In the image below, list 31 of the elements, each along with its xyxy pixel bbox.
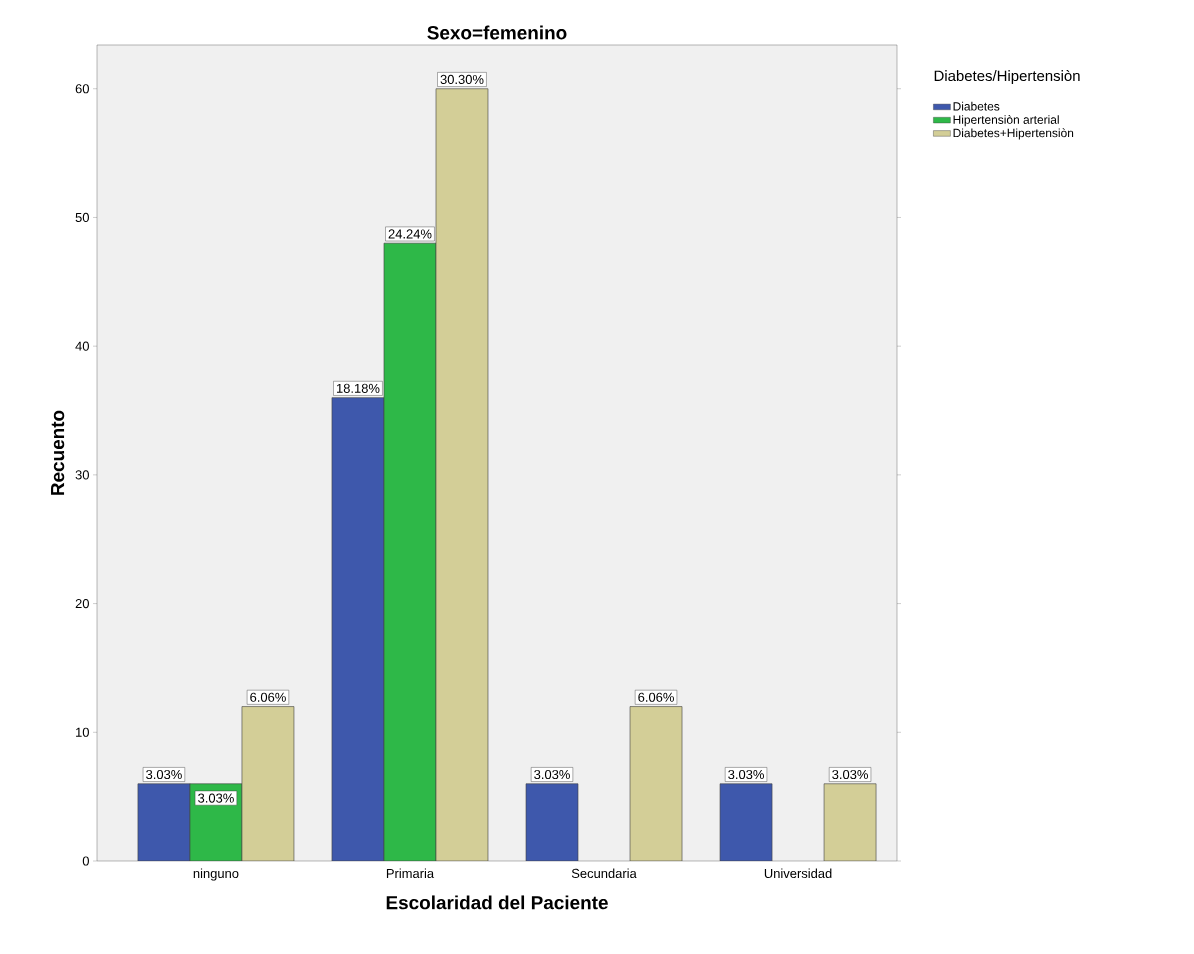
- annotation: 3.03%: [728, 769, 764, 780]
- y-tick-label: 30: [75, 470, 89, 480]
- legend-label: Diabetes: [953, 101, 1000, 111]
- annotation: 3.03%: [534, 769, 570, 780]
- x-tick-label: Universidad: [764, 868, 832, 879]
- bar: [383, 242, 437, 861]
- bar: [435, 88, 489, 861]
- annotation: 24.24%: [388, 229, 432, 239]
- annotation: 6.06%: [638, 692, 674, 702]
- x-tick-label: Secundaria: [571, 868, 637, 879]
- annotation: 3.03%: [146, 769, 182, 780]
- bar: [331, 397, 385, 861]
- legend-title: Diabetes/Hipertensiòn: [934, 69, 1080, 85]
- legend-label: Hipertensiòn arterial: [953, 115, 1059, 127]
- annotation: 30.30%: [440, 74, 484, 85]
- annotation: 3.03%: [198, 793, 234, 803]
- y-tick-label: 10: [76, 727, 89, 737]
- y-tick-label: 0: [82, 856, 89, 866]
- chart-title: Sexo=femenino: [427, 25, 567, 40]
- annotation: 6.06%: [250, 692, 286, 702]
- y-axis-title: Recuento: [51, 410, 65, 495]
- x-tick-label: Primaria: [386, 868, 435, 879]
- y-tick-label: 50: [75, 212, 89, 223]
- y-tick-label: 40: [75, 341, 89, 351]
- y-tick-label: 60: [75, 84, 89, 94]
- x-tick-label: ninguno: [193, 868, 239, 881]
- legend-label: Diabetes+Hipertensiòn: [953, 128, 1074, 140]
- annotation: 3.03%: [832, 769, 868, 780]
- annotation: 18.18%: [336, 383, 380, 393]
- y-tick-label: 20: [75, 598, 89, 609]
- x-axis-title: Escolaridad del Paciente: [386, 895, 608, 910]
